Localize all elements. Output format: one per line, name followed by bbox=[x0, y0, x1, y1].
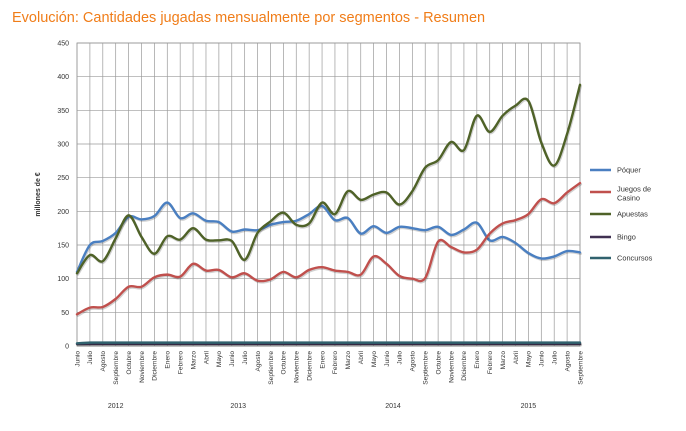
x-tick-label: Junio bbox=[384, 351, 391, 367]
x-tick-label: Septiembre bbox=[113, 351, 120, 385]
series-shadow-juegos-de-casino bbox=[76, 182, 583, 317]
legend-item: Póquer bbox=[590, 166, 641, 175]
chart-title: Evolución: Cantidades jugadas mensualmen… bbox=[12, 10, 486, 26]
x-tick-label: Febrero bbox=[332, 351, 339, 374]
x-tick-label: Marzo bbox=[345, 351, 352, 370]
legend-label: Casino bbox=[617, 194, 640, 203]
x-tick-label: Mayo bbox=[526, 351, 533, 367]
y-tick-label: 0 bbox=[65, 344, 69, 351]
x-tick-label: Marzo bbox=[190, 351, 197, 370]
x-tick-label: Diciembre bbox=[306, 351, 313, 381]
year-label: 2014 bbox=[385, 403, 401, 410]
y-tick-label: 100 bbox=[57, 276, 69, 283]
x-tick-label: Abril bbox=[513, 350, 520, 364]
legend-label: Juegos de bbox=[617, 185, 651, 194]
x-tick-label: Agosto bbox=[255, 351, 262, 372]
y-tick-label: 200 bbox=[57, 209, 69, 216]
x-tick-label: Junio bbox=[539, 351, 546, 367]
y-tick-label: 250 bbox=[57, 175, 69, 182]
plot-frame bbox=[76, 42, 581, 347]
x-tick-label: Febrero bbox=[177, 351, 184, 374]
legend-item: Apuestas bbox=[590, 210, 648, 219]
legend-label: Bingo bbox=[617, 233, 636, 242]
series-line-apuestas bbox=[75, 83, 582, 275]
x-tick-label: Agosto bbox=[564, 351, 571, 372]
y-tick-label: 50 bbox=[61, 310, 69, 317]
series-lines bbox=[75, 83, 583, 347]
x-tick-label: Agosto bbox=[100, 351, 107, 372]
x-tick-label: Junio bbox=[74, 351, 81, 367]
x-tick-label: Septiembre bbox=[423, 351, 430, 385]
year-label: 2012 bbox=[108, 403, 124, 410]
x-tick-label: Agosto bbox=[410, 351, 417, 372]
series-line-juegos-de-casino bbox=[75, 181, 582, 316]
year-label: 2015 bbox=[521, 403, 537, 410]
x-tick-label: Abril bbox=[203, 350, 210, 364]
x-tick-label: Octubre bbox=[281, 351, 288, 375]
series-shadow-concursos bbox=[76, 342, 583, 346]
x-tick-label: Diciembre bbox=[461, 351, 468, 381]
x-tick-label: Enero bbox=[165, 351, 172, 369]
x-tick-label: Febrero bbox=[487, 351, 494, 374]
x-tick-label: Mayo bbox=[371, 351, 378, 367]
x-tick-label: Octubre bbox=[435, 351, 442, 375]
x-tick-label: Julio bbox=[242, 351, 249, 365]
x-tick-label: Septiembre bbox=[268, 351, 275, 385]
x-tick-label: Julio bbox=[397, 351, 404, 365]
series-line-concursos bbox=[75, 341, 582, 345]
x-tick-label: Junio bbox=[229, 351, 236, 367]
x-tick-label: Mayo bbox=[216, 351, 223, 367]
x-tick-label: Abril bbox=[358, 350, 365, 364]
y-tick-label: 300 bbox=[57, 142, 69, 149]
x-tick-label: Julio bbox=[87, 351, 94, 365]
x-tick-label: Enero bbox=[474, 351, 481, 369]
y-tick-label: 150 bbox=[57, 243, 69, 250]
x-tick-label: Enero bbox=[319, 351, 326, 369]
y-axis-label: millones de € bbox=[35, 172, 42, 216]
y-tick-label: 450 bbox=[57, 41, 69, 48]
legend-label: Póquer bbox=[617, 166, 641, 175]
year-label: 2013 bbox=[230, 403, 246, 410]
legend-label: Apuestas bbox=[617, 210, 648, 219]
x-tick-label: Marzo bbox=[500, 351, 507, 370]
axes: 0 50 100 150 200 250 300 350 400 450 Junio Julio Ago… bbox=[35, 41, 584, 411]
grid bbox=[76, 42, 581, 347]
y-tick-label: 400 bbox=[57, 74, 69, 81]
x-tick-label: Octubre bbox=[126, 351, 133, 375]
legend-item: Bingo bbox=[590, 233, 636, 242]
legend-label: Concursos bbox=[617, 254, 653, 263]
y-tick-label: 350 bbox=[57, 108, 69, 115]
x-tick-label: Septiembre bbox=[577, 351, 584, 385]
x-tick-label: Diciembre bbox=[152, 351, 159, 381]
x-tick-label: Noviembre bbox=[294, 351, 301, 383]
x-tick-label: Noviembre bbox=[448, 351, 455, 383]
legend-item: Concursos bbox=[590, 254, 653, 263]
series-line-poquer bbox=[75, 201, 582, 274]
x-tick-label: Noviembre bbox=[139, 351, 146, 383]
x-tick-label: Julio bbox=[552, 351, 559, 365]
